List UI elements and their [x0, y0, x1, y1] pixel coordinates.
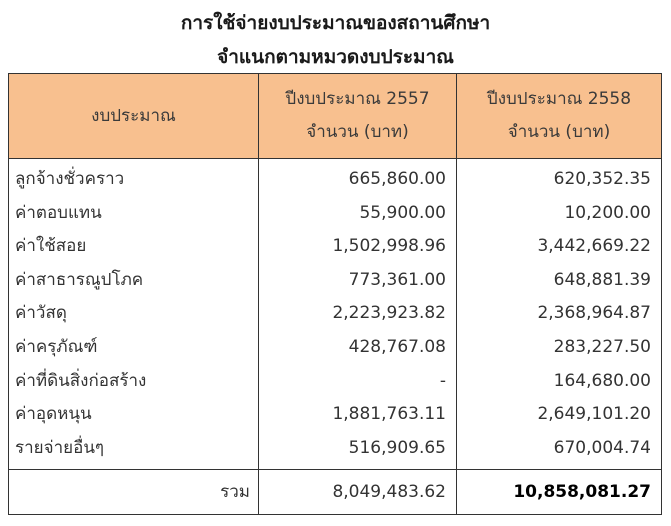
- row-category: ค่าที่ดินสิ่งก่อสร้าง: [8, 364, 259, 399]
- header-year-2557-unit: จำนวน (บาท): [306, 122, 409, 142]
- page-title: การใช้จ่ายงบประมาณของสถานศึกษา: [180, 12, 491, 34]
- row-amount-2558: 620,352.35: [456, 158, 662, 197]
- table-row: ค่าใช้สอย 1,502,998.96 3,442,669.22: [8, 230, 662, 264]
- row-amount-2557: 516,909.65: [258, 431, 457, 470]
- row-amount-2557: 1,881,763.11: [258, 398, 457, 432]
- header-year-2558-label: ปีงบประมาณ 2558: [486, 89, 632, 109]
- row-amount-2557: 55,900.00: [258, 196, 457, 231]
- page-subtitle: จำแนกตามหมวดงบประมาณ: [217, 46, 454, 68]
- table-row: ค่าครุภัณฑ์ 428,767.08 283,227.50: [8, 330, 662, 365]
- header-year-2557: ปีงบประมาณ 2557 จำนวน (บาท): [258, 73, 457, 159]
- row-amount-2558: 648,881.39: [456, 263, 662, 298]
- row-amount-2558: 670,004.74: [456, 431, 662, 470]
- row-amount-2558: 3,442,669.22: [456, 230, 662, 264]
- row-category: ค่าตอบแทน: [8, 196, 259, 231]
- table-row: ลูกจ้างชั่วคราว 665,860.00 620,352.35: [8, 158, 662, 197]
- table-row: ค่าสาธารณูปโภค 773,361.00 648,881.39: [8, 263, 662, 298]
- row-amount-2557: 428,767.08: [258, 330, 457, 365]
- row-amount-2557: 1,502,998.96: [258, 230, 457, 264]
- row-category: ค่าครุภัณฑ์: [8, 330, 259, 365]
- row-amount-2558: 10,200.00: [456, 196, 662, 231]
- row-amount-2557: 2,223,923.82: [258, 297, 457, 331]
- header-year-2558: ปีงบประมาณ 2558 จำนวน (บาท): [456, 73, 662, 159]
- row-amount-2558: 164,680.00: [456, 364, 662, 399]
- table-row: รายจ่ายอื่นๆ 516,909.65 670,004.74: [8, 431, 662, 470]
- row-amount-2558: 2,649,101.20: [456, 398, 662, 432]
- table-header-row: งบประมาณ ปีงบประมาณ 2557 จำนวน (บาท) ปีง…: [8, 73, 662, 159]
- table-row: ค่าวัสดุ 2,223,923.82 2,368,964.87: [8, 297, 662, 331]
- row-category: ค่าวัสดุ: [8, 297, 259, 331]
- total-amount-2558: 10,858,081.27: [456, 469, 662, 516]
- header-budget-category-label: งบประมาณ: [91, 105, 176, 126]
- row-amount-2558: 283,227.50: [456, 330, 662, 365]
- table-row: ค่าอุดหนุน 1,881,763.11 2,649,101.20: [8, 398, 662, 432]
- row-amount-2557: 665,860.00: [258, 158, 457, 197]
- row-amount-2557: 773,361.00: [258, 263, 457, 298]
- total-row: รวม 8,049,483.62 10,858,081.27: [8, 469, 662, 516]
- table-row: ค่าตอบแทน 55,900.00 10,200.00: [8, 196, 662, 231]
- row-category: ค่าอุดหนุน: [8, 398, 259, 432]
- row-amount-2557: -: [258, 364, 457, 399]
- header-year-2558-unit: จำนวน (บาท): [507, 122, 611, 142]
- row-amount-2558: 2,368,964.87: [456, 297, 662, 331]
- row-category: ค่าใช้สอย: [8, 230, 259, 264]
- header-year-2557-label: ปีงบประมาณ 2557: [285, 89, 430, 109]
- budget-table: งบประมาณ ปีงบประมาณ 2557 จำนวน (บาท) ปีง…: [8, 73, 662, 516]
- header-budget-category: งบประมาณ: [8, 73, 259, 159]
- total-amount-2557: 8,049,483.62: [258, 469, 457, 516]
- row-category: ค่าสาธารณูปโภค: [8, 263, 259, 298]
- row-category: รายจ่ายอื่นๆ: [8, 431, 259, 470]
- row-category: ลูกจ้างชั่วคราว: [8, 158, 259, 197]
- total-label: รวม: [8, 469, 259, 516]
- table-row: ค่าที่ดินสิ่งก่อสร้าง - 164,680.00: [8, 364, 662, 399]
